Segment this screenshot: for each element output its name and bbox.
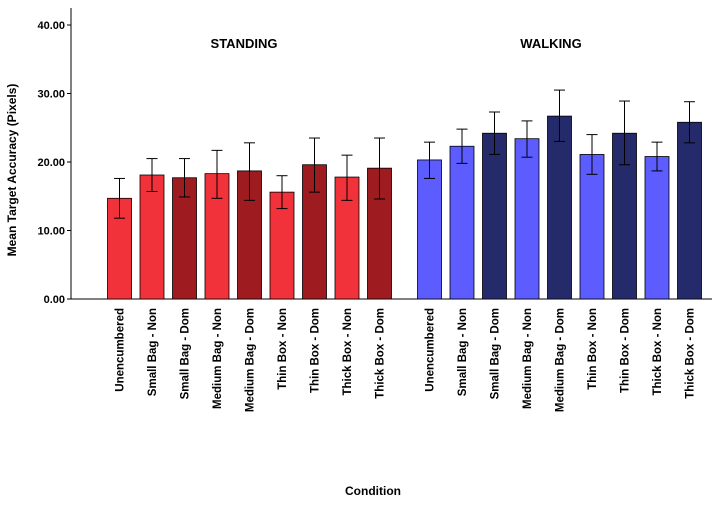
bar <box>547 115 572 300</box>
x-tick-label: Thick Box - Dom <box>375 308 387 399</box>
group-label: STANDING <box>211 36 278 51</box>
x-tick-label: Small Bag - Non <box>457 308 469 396</box>
bar <box>482 132 507 300</box>
bar <box>172 177 197 300</box>
error-bars <box>114 89 695 219</box>
x-tick-label: Medium Bag - Dom <box>245 308 257 412</box>
x-tick-label: Thin Box - Non <box>587 308 599 390</box>
x-tick-label: Small Bag - Non <box>147 308 159 396</box>
x-tick-label: Medium Bag - Non <box>522 308 534 409</box>
y-tick-label: 0.00 <box>44 294 65 306</box>
bar <box>579 154 605 300</box>
bar <box>514 138 540 300</box>
x-tick-label: Unencumbered <box>115 308 127 392</box>
x-tick-label: Medium Bag - Dom <box>555 308 567 412</box>
x-tick-label: Small Bag - Dom <box>490 308 502 399</box>
bars <box>107 115 702 300</box>
y-tick-label: 10.00 <box>37 226 65 238</box>
bar <box>417 159 442 300</box>
labels: STANDING Unencumbered Small Bag - Non Small… <box>115 36 697 412</box>
x-tick-label: Small Bag - Dom <box>180 308 192 399</box>
bar <box>139 174 165 300</box>
y-tick-label: 20.00 <box>37 157 65 169</box>
bar <box>677 121 702 300</box>
x-tick-label: Medium Bag - Non <box>212 308 224 409</box>
x-tick-label: Thin Box - Non <box>277 308 289 390</box>
bar <box>449 145 475 300</box>
x-tick-label: Thin Box - Dom <box>310 308 322 393</box>
x-tick-label: Thick Box - Non <box>342 308 354 396</box>
x-tick-label: Unencumbered <box>425 308 437 392</box>
y-tick-label: 40.00 <box>37 20 65 32</box>
group-label: WALKING <box>520 36 581 51</box>
y-axis-title: Mean Target Accuracy (Pixels) <box>5 84 19 257</box>
y-tick-label: 30.00 <box>37 89 65 101</box>
x-tick-label: Thick Box - Non <box>652 308 664 396</box>
x-axis-title: Condition <box>345 484 401 498</box>
bar <box>644 156 670 300</box>
x-tick-label: Thin Box - Dom <box>620 308 632 393</box>
x-tick-label: Thick Box - Dom <box>685 308 697 399</box>
